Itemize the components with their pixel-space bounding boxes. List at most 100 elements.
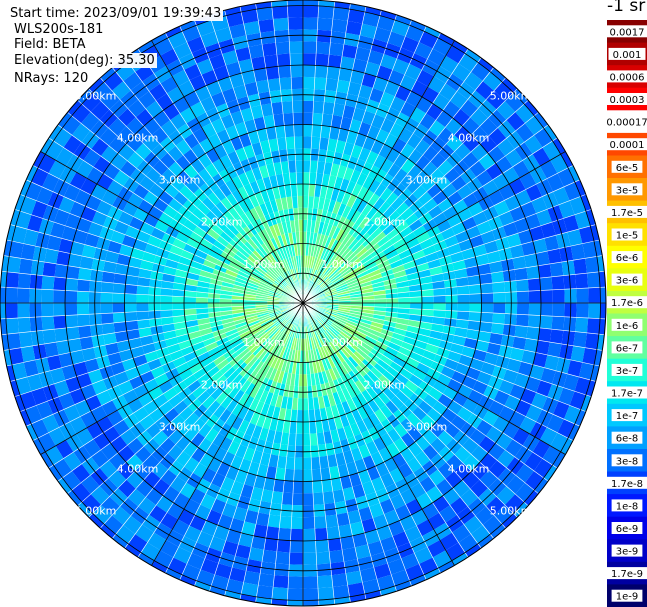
ppi-cell — [286, 0, 303, 6]
ray-separator — [302, 209, 592, 304]
ppi-cell — [48, 160, 66, 179]
ppi-cell — [99, 460, 118, 479]
ppi-cell — [482, 71, 503, 91]
ppi-cell — [308, 196, 315, 209]
ppi-cell — [515, 123, 535, 143]
ppi-cell — [227, 150, 241, 166]
ppi-cell — [340, 247, 351, 259]
ppi-cell — [226, 193, 239, 207]
ppi-cell — [335, 228, 345, 242]
ppi-cell — [442, 386, 458, 401]
ppi-cell — [488, 127, 507, 146]
ppi-cell — [241, 332, 254, 342]
ppi-cell — [542, 445, 561, 465]
ppi-cell — [236, 324, 249, 332]
ppi-cell — [457, 303, 470, 312]
ppi-cell — [213, 65, 230, 81]
ppi-cell — [341, 191, 352, 206]
ppi-cell — [258, 283, 271, 291]
ppi-cell — [411, 249, 426, 261]
ray-separator — [302, 302, 427, 580]
ppi-cell — [430, 152, 446, 169]
ppi-cell — [471, 33, 492, 53]
ppi-cell — [341, 400, 352, 415]
ppi-cell — [426, 183, 442, 199]
ppi-cell — [203, 233, 217, 245]
ray-separator — [302, 302, 606, 320]
ppi-cell — [326, 342, 336, 355]
ray-separator — [302, 302, 382, 596]
ppi-cell — [543, 484, 563, 506]
ppi-cell — [452, 63, 471, 82]
ppi-cell — [281, 259, 289, 272]
ppi-cell — [267, 326, 278, 337]
ppi-cell — [373, 362, 387, 375]
ppi-cell — [349, 312, 362, 319]
ppi-cell — [463, 256, 478, 269]
ppi-cell — [263, 538, 279, 552]
ppi-cell — [234, 121, 248, 137]
ppi-cell — [261, 243, 271, 255]
ppi-cell — [515, 103, 535, 124]
ppi-cell — [492, 313, 505, 325]
ppi-cell — [382, 244, 396, 256]
ppi-cell — [570, 243, 586, 261]
ppi-cell — [288, 337, 294, 349]
ppi-cell — [261, 351, 271, 363]
ppi-cell — [368, 412, 381, 427]
ppi-cell — [365, 150, 379, 166]
ppi-cell — [244, 422, 257, 437]
ppi-cell — [33, 471, 53, 492]
ppi-cell — [393, 269, 407, 279]
ppi-cell — [172, 303, 185, 310]
ppi-cell — [341, 328, 353, 338]
ppi-cell — [0, 383, 9, 403]
colorbar-label-bg — [611, 431, 643, 444]
ppi-cell — [271, 491, 284, 505]
ppi-cell — [229, 567, 247, 583]
ray-separator — [26, 302, 304, 427]
ppi-cell — [96, 200, 113, 216]
ppi-cell — [341, 360, 352, 373]
ppi-cell — [312, 337, 318, 349]
ppi-cell — [356, 172, 368, 187]
ppi-cell — [379, 498, 395, 515]
ppi-cell — [284, 310, 295, 319]
ppi-cell — [268, 253, 278, 265]
ray-separator — [137, 302, 304, 558]
ppi-cell — [197, 351, 211, 363]
ppi-cell — [317, 334, 325, 347]
ppi-cell — [374, 298, 387, 303]
ppi-cell — [196, 202, 211, 216]
ppi-cell — [433, 309, 446, 318]
ppi-cell — [293, 469, 303, 482]
ppi-cell — [223, 366, 236, 379]
ppi-cell — [308, 397, 315, 410]
ppi-cell — [503, 222, 518, 237]
ppi-cell — [376, 15, 395, 32]
ppi-cell — [355, 544, 371, 560]
ppi-cell — [390, 493, 406, 510]
ppi-cell — [347, 238, 359, 250]
ppi-cell — [314, 257, 321, 270]
ppi-cell — [377, 391, 391, 405]
ppi-cell — [329, 466, 341, 480]
ppi-cell — [111, 81, 131, 100]
ppi-cell — [361, 312, 374, 318]
ppi-cell — [328, 368, 337, 381]
ppi-cell — [248, 276, 261, 284]
ppi-cell — [529, 225, 545, 242]
ppi-cell — [493, 200, 510, 216]
ppi-cell — [281, 246, 289, 259]
ppi-cell — [393, 437, 408, 453]
ppi-cell — [346, 385, 357, 399]
ppi-cell — [237, 406, 249, 420]
ppi-cell — [458, 534, 478, 553]
ppi-cell — [41, 289, 54, 303]
ppi-cell — [532, 147, 551, 167]
ppi-cell — [437, 198, 453, 213]
ppi-cell — [380, 240, 393, 252]
ppi-cell — [311, 311, 320, 321]
ppi-cell — [538, 263, 552, 279]
ppi-cell — [54, 209, 70, 226]
